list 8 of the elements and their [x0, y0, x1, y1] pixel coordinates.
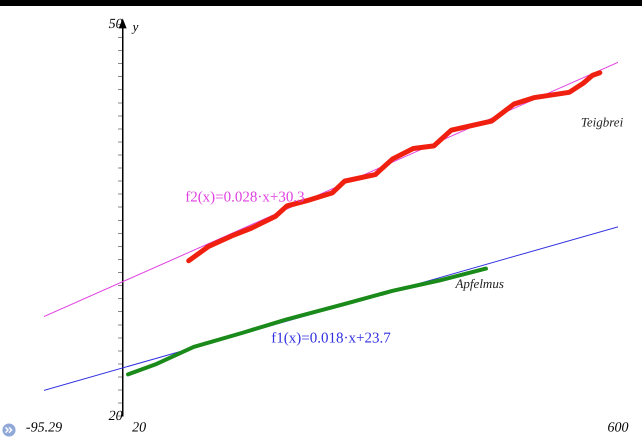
x-tick-label: 600 [608, 420, 628, 436]
x-tick-label: -95.29 [26, 420, 62, 436]
series-label: Apfelmus [454, 276, 504, 291]
series-label: f2(x)=0.028·x+30.3 [185, 189, 305, 206]
x-tick-label: 20 [132, 420, 146, 436]
series-label: f1(x)=0.018·x+23.7 [271, 330, 392, 347]
y-axis-title: y [130, 18, 139, 34]
series-label: Teigbrei [580, 114, 624, 130]
